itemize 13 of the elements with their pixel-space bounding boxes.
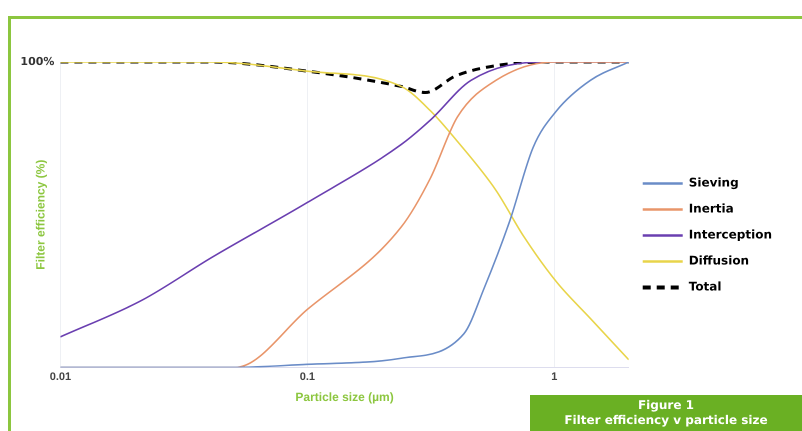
text: Filter efficiency v particle size [563,413,769,428]
legend-label: Inertia [688,202,734,216]
legend-label: Total [688,280,722,294]
caption: Figure 1 [636,398,696,413]
x-tick-label: 0.1 [300,371,316,384]
x-tick-label: 1 [551,371,558,384]
legend-label: Interception [688,228,772,242]
annotation: 100% [20,54,54,68]
legend-label: Sieving [688,176,739,190]
x-tick-label: 0.01 [50,371,72,384]
x-axis-title: Particle size (µm) [295,390,394,404]
y-axis-title: Filter efficiency (%) [34,160,48,270]
legend-label: Diffusion [688,254,750,268]
